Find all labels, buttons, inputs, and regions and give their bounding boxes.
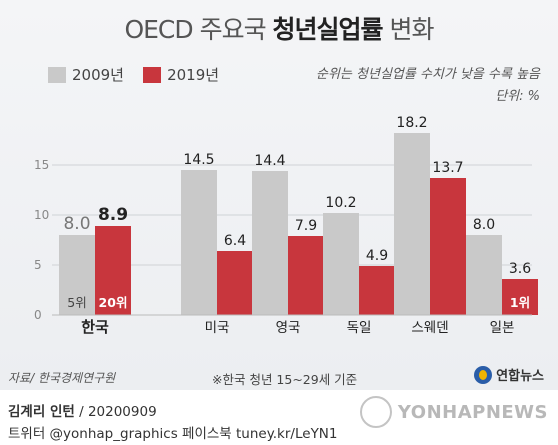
bar — [217, 251, 253, 315]
data-label: 8.0 — [473, 217, 495, 233]
bar — [95, 226, 131, 315]
source-text: 자료/ 한국경제연구원 — [8, 371, 116, 385]
y-tick-label: 10 — [34, 208, 49, 222]
unit-note: 단위: % — [495, 89, 540, 104]
data-label: 8.0 — [63, 214, 90, 234]
credit-line-1: 김계리 인턴 / 20200909 — [8, 400, 157, 420]
yonhap-logo: 연합뉴스 — [474, 365, 544, 384]
title-highlight: 청년실업률 — [272, 15, 384, 44]
y-tick-label: 0 — [34, 308, 42, 322]
data-label: 8.9 — [98, 205, 128, 225]
bar-chart: 0 5 10 15 8.0 8.9 한국 14.5 6.4 미국 14.4 7.9 영국 10.2 4.9 독… — [34, 115, 538, 336]
rank-label: 1위 — [510, 295, 530, 310]
y-tick-label: 5 — [34, 258, 42, 272]
x-tick-label: 한국 — [81, 318, 109, 336]
legend-label-2019: 2019년 — [167, 66, 220, 84]
legend-item-2009: 2009년 — [48, 64, 124, 85]
data-label: 14.5 — [183, 152, 214, 168]
bar — [323, 213, 359, 315]
footnote-text: ※한국 청년 15~29세 기준 — [212, 372, 358, 387]
brand-emblem-icon — [359, 396, 392, 428]
bar — [502, 279, 538, 315]
brand-watermark: YONHAPNEWS — [359, 396, 548, 428]
legend-item-2019: 2019년 — [143, 64, 219, 85]
legend-swatch-2019 — [143, 66, 162, 83]
bar — [252, 171, 288, 315]
bar — [466, 235, 502, 315]
yonhap-logo-icon — [474, 365, 493, 384]
chart-legend: 2009년 2019년 — [48, 64, 233, 84]
x-tick-label: 독일 — [347, 320, 372, 336]
x-tick-label: 미국 — [205, 320, 230, 336]
data-label: 7.9 — [295, 218, 317, 234]
data-label: 4.9 — [366, 248, 388, 264]
credit-date: / 20200909 — [74, 404, 157, 420]
x-tick-label: 영국 — [276, 320, 301, 336]
legend-swatch-2009 — [48, 66, 66, 83]
legend-label-2009: 2009년 — [72, 66, 124, 84]
data-label: 14.4 — [254, 153, 285, 169]
bar — [394, 133, 430, 315]
rank-label: 20위 — [99, 295, 128, 310]
title-prefix: OECD 주요국 — [124, 15, 266, 44]
credit-line-2: 트위터 @yonhap_graphics 페이스북 tuney.kr/LeYN1 — [8, 426, 338, 442]
bar — [288, 236, 324, 315]
chart-note: 순위는 청년실업률 수치가 낮을 수록 높음 단위: % — [316, 64, 540, 108]
y-tick-label: 15 — [34, 158, 49, 172]
data-label: 13.7 — [432, 160, 463, 176]
data-label: 18.2 — [396, 115, 427, 131]
data-label: 6.4 — [224, 233, 246, 249]
x-tick-label: 일본 — [490, 320, 515, 336]
chart-title: OECD 주요국 청년실업률 변화 — [0, 10, 558, 46]
title-suffix: 변화 — [389, 15, 435, 44]
bar — [181, 170, 217, 315]
bar — [430, 178, 466, 315]
bar — [59, 235, 95, 315]
rank-label: 5위 — [67, 295, 86, 310]
data-label: 10.2 — [325, 195, 356, 211]
credit-name: 김계리 인턴 — [8, 404, 75, 420]
rank-note: 순위는 청년실업률 수치가 낮을 수록 높음 — [316, 67, 540, 82]
yonhap-logo-text: 연합뉴스 — [496, 369, 544, 384]
brand-text: YONHAPNEWS — [397, 401, 548, 423]
x-tick-label: 스웨덴 — [411, 320, 448, 336]
data-label: 3.6 — [509, 261, 531, 277]
bar — [359, 266, 395, 315]
